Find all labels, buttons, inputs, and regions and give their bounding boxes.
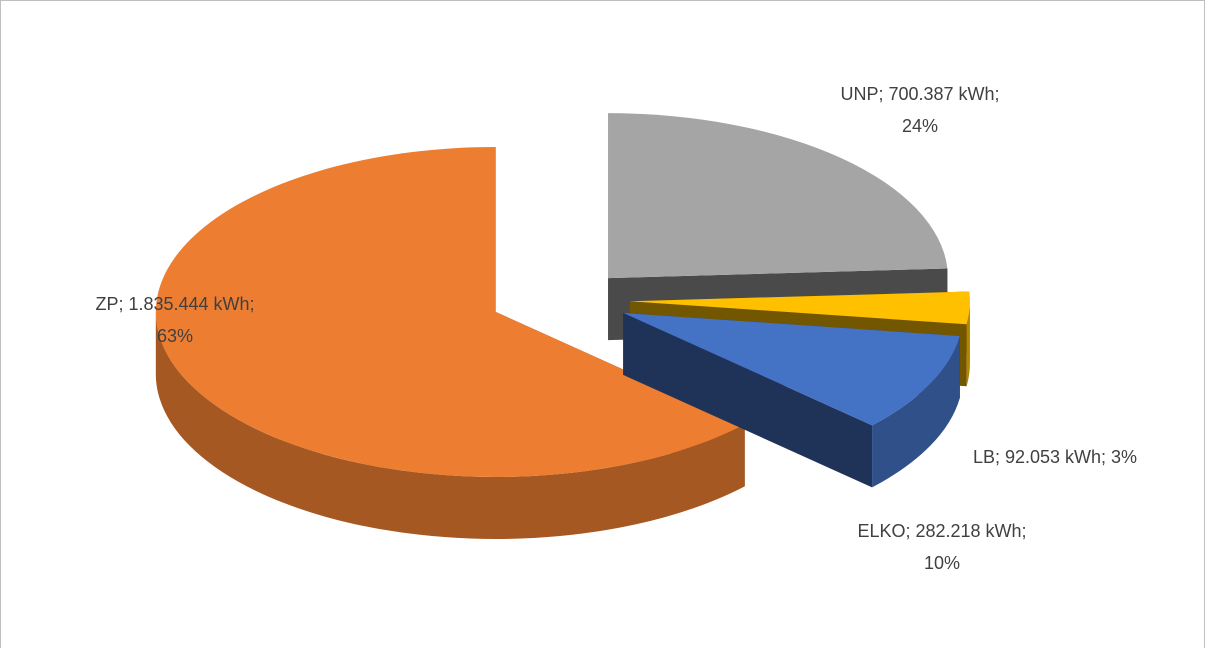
slice-side <box>623 312 873 488</box>
data-label: LB; 92.053 kWh; 3% <box>973 447 1137 467</box>
slice-side <box>155 311 745 539</box>
slice <box>623 312 960 426</box>
slice <box>629 291 970 325</box>
slice <box>623 312 960 488</box>
slice-side <box>966 301 970 387</box>
data-label-line: ELKO; 282.218 kWh; <box>857 521 1026 541</box>
data-label-line: 24% <box>902 116 938 136</box>
data-label: UNP; 700.387 kWh; 24% <box>840 84 999 136</box>
slice-side <box>872 335 960 488</box>
data-label-line: LB; 92.053 kWh; 3% <box>973 447 1137 467</box>
slice <box>155 146 745 539</box>
data-label: ZP; 1.835.444 kWh; 63% <box>95 294 254 346</box>
data-label-line: ZP; 1.835.444 kWh; <box>95 294 254 314</box>
data-label: ELKO; 282.218 kWh; 10% <box>857 521 1026 573</box>
data-label-line: 10% <box>924 553 960 573</box>
data-label-line: 63% <box>157 326 193 346</box>
data-label-line: UNP; 700.387 kWh; <box>840 84 999 104</box>
slice <box>155 146 745 477</box>
slice <box>608 113 948 279</box>
